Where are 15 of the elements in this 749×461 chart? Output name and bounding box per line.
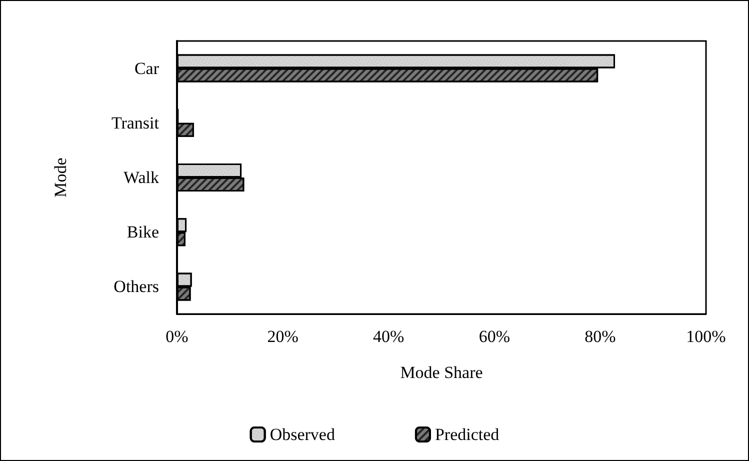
x-tick-label: 20% [267,327,298,346]
x-axis-title: Mode Share [400,363,483,382]
y-axis-title: Mode [51,158,70,198]
legend-label: Observed [270,425,336,444]
x-tick-label: 80% [584,327,616,346]
x-tick-label: 0% [166,327,188,346]
y-tick-label: Bike [126,222,159,242]
x-tick-label: 40% [373,327,404,346]
x-tick-label: 100% [686,327,726,346]
y-tick-label: Car [134,58,160,78]
legend-label: Predicted [434,425,500,444]
x-tick-label: 60% [478,327,510,346]
y-tick-label: Others [114,277,159,296]
y-tick-label: Transit [111,113,160,132]
y-tick-label: Walk [124,168,160,187]
